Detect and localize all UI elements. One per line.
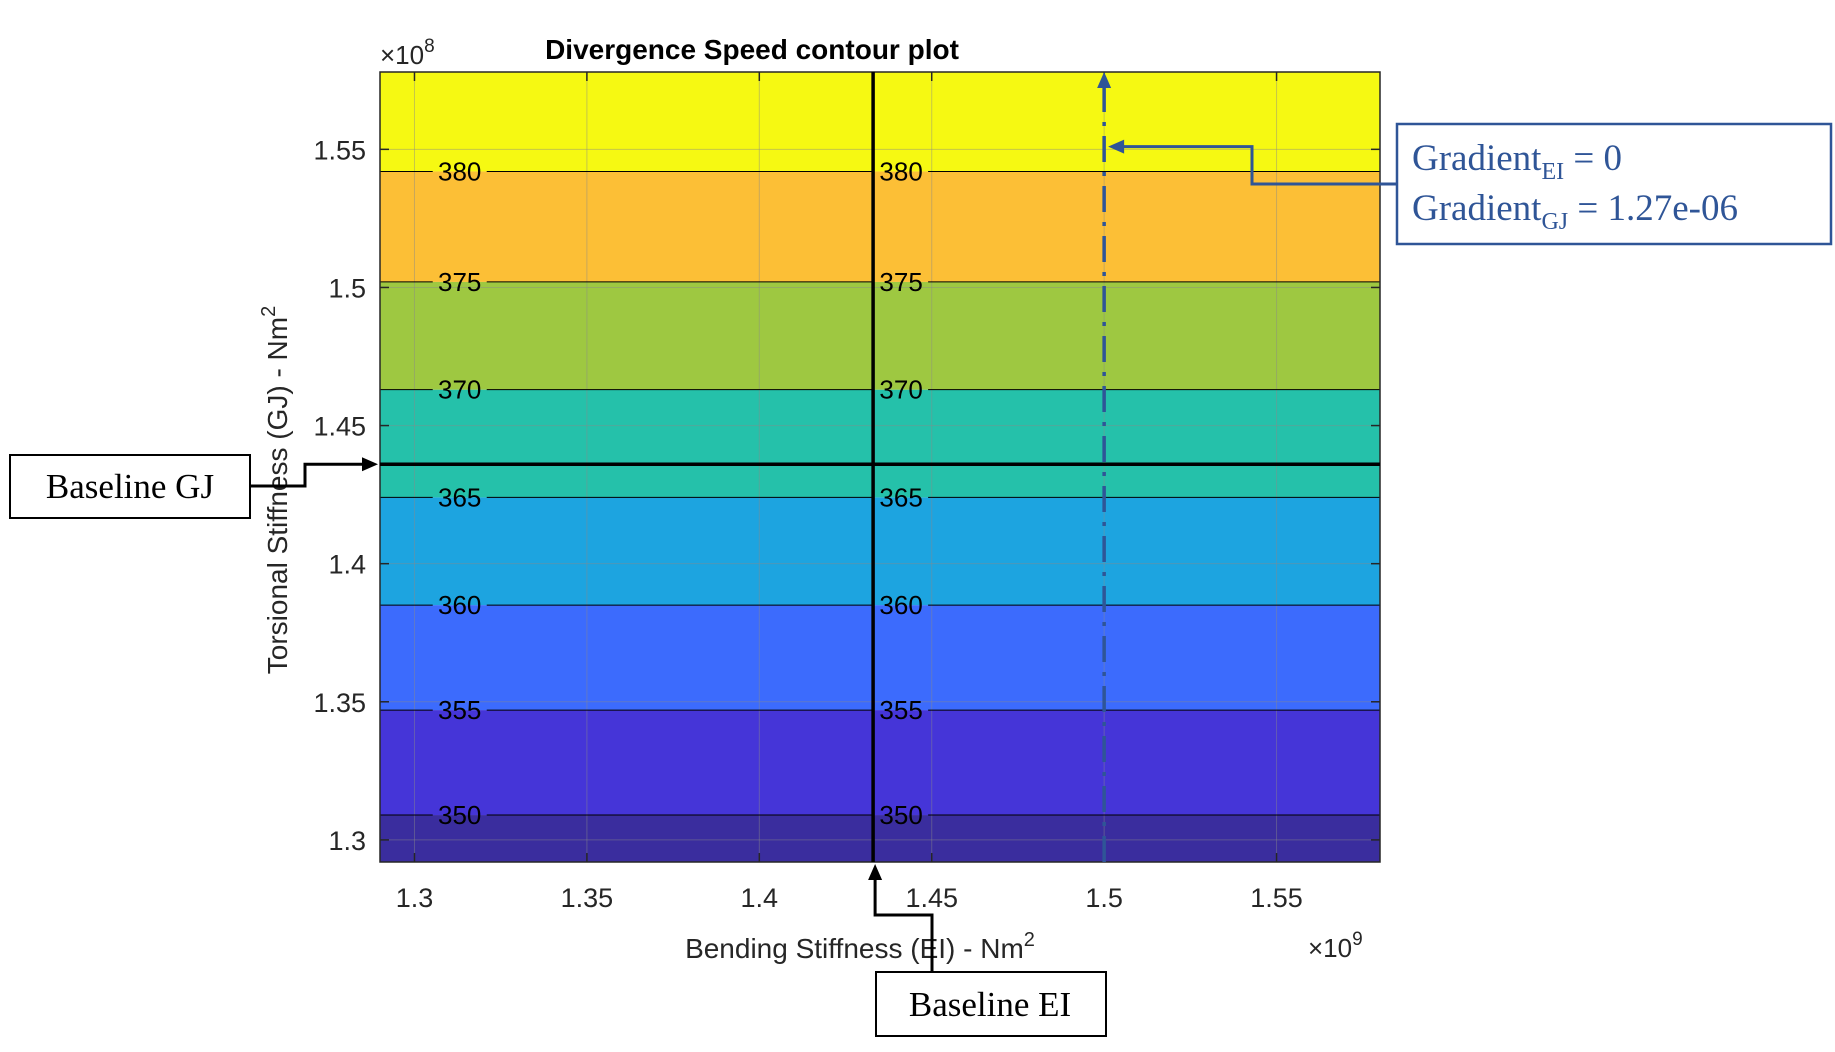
contour-label-360-0: 360: [438, 590, 481, 620]
y-axis-label: Torsional Stiffness (GJ) - Nm2: [258, 306, 293, 674]
contour-labels: 350 350 355 355 360 360 365 365 370 370 375 375 380 3…: [438, 156, 923, 830]
contour-lines: [380, 170, 1380, 816]
y-tick-label-2: 1.4: [328, 550, 366, 580]
y-axis-label-exponent: 2: [258, 306, 280, 317]
gradient-gj-value: = 1.27e-06: [1568, 188, 1738, 229]
gradient-arrow-head: [1097, 72, 1112, 88]
y-axis-ticks: 1.3 1.35 1.4 1.45 1.5 1.55: [313, 135, 1380, 856]
gradient-ei-value: = 0: [1564, 138, 1622, 179]
y-tick-label-0: 1.3: [328, 826, 366, 856]
gradient-gj-word: Gradient: [1412, 188, 1542, 229]
chart-title: Divergence Speed contour plot: [545, 34, 959, 65]
gradient-gj-subscript: GJ: [1541, 209, 1568, 235]
grid-lines: [380, 72, 1380, 862]
y-tick-label-5: 1.55: [313, 135, 366, 165]
contour-label-365-1: 365: [879, 482, 922, 512]
gradient-leader-arrow-head: [1108, 139, 1125, 154]
baseline-ei-text: Baseline EI: [909, 985, 1071, 1024]
contour-band-4: [380, 497, 1380, 606]
x-axis-label-exponent: 2: [1024, 929, 1035, 951]
x-tick-label-0: 1.3: [396, 883, 434, 913]
contour-label-355-0: 355: [438, 695, 481, 725]
baseline-ei-arrow-head: [868, 864, 883, 880]
baseline-gj-callout: Baseline GJ: [9, 454, 378, 519]
x-tick-label-1: 1.35: [561, 883, 614, 913]
contour-band-3: [380, 605, 1380, 711]
baseline-ei-callout: Baseline EI: [868, 864, 1107, 1037]
x-multiplier-base: ×10: [1308, 933, 1352, 963]
x-multiplier-exponent: 9: [1352, 929, 1363, 950]
baseline-gj-leader: [250, 462, 366, 488]
baseline-ei-box: [875, 971, 1107, 1037]
contour-label-365-0: 365: [438, 482, 481, 512]
y-tick-label-3: 1.45: [313, 412, 366, 442]
baseline-ei-leader: [873, 876, 934, 972]
y-tick-label-4: 1.5: [328, 273, 366, 303]
baseline-gj-arrow-head: [362, 457, 378, 472]
y-axis-multiplier: ×108: [380, 36, 435, 70]
gradient-gj-text: GradientGJ = 1.27e-06: [1412, 188, 1738, 235]
contour-band-5: [380, 389, 1380, 498]
y-multiplier-base: ×10: [380, 40, 424, 70]
contour-label-350-0: 350: [438, 800, 481, 830]
contour-band-8: [380, 72, 1380, 172]
contour-label-350-1: 350: [879, 800, 922, 830]
gradient-callout: GradientEI = 0 GradientGJ = 1.27e-06: [1108, 122, 1833, 246]
contour-bands: [380, 72, 1380, 862]
contour-band-2: [380, 710, 1380, 816]
contour-label-380-1: 380: [879, 156, 922, 186]
y-multiplier-exponent: 8: [424, 36, 435, 57]
contour-label-360-1: 360: [879, 590, 922, 620]
contour-band-1: [380, 815, 1380, 862]
contour-label-370-1: 370: [879, 375, 922, 405]
x-axis-label-text: Bending Stiffness (EI) - Nm: [685, 933, 1024, 964]
gradient-leader: [1120, 145, 1397, 186]
contour-label-380-0: 380: [438, 156, 481, 186]
gradient-ei-word: Gradient: [1412, 138, 1542, 179]
contour-band-7: [380, 171, 1380, 282]
contour-label-355-1: 355: [879, 695, 922, 725]
x-axis-label: Bending Stiffness (EI) - Nm2: [685, 929, 1035, 964]
y-axis-label-text: Torsional Stiffness (GJ) - Nm: [262, 317, 293, 674]
x-tick-label-3: 1.45: [905, 883, 958, 913]
gradient-ei-subscript: EI: [1541, 159, 1564, 185]
contour-label-375-0: 375: [438, 267, 481, 297]
plot-area-frame: [379, 71, 1381, 863]
x-tick-label-4: 1.5: [1085, 883, 1123, 913]
x-axis-multiplier: ×109: [1308, 929, 1363, 963]
baseline-gj-box: [9, 454, 251, 519]
y-tick-label-1: 1.35: [313, 688, 366, 718]
contour-band-6: [380, 281, 1380, 390]
contour-label-375-1: 375: [879, 267, 922, 297]
gradient-box: [1395, 122, 1833, 246]
x-tick-label-2: 1.4: [741, 883, 779, 913]
gradient-ei-text: GradientEI = 0: [1412, 138, 1622, 185]
contour-label-370-0: 370: [438, 375, 481, 405]
x-tick-label-5: 1.55: [1250, 883, 1303, 913]
baseline-gj-text: Baseline GJ: [46, 467, 214, 506]
x-axis-ticks: 1.3 1.35 1.4 1.45 1.5 1.55: [396, 72, 1303, 913]
